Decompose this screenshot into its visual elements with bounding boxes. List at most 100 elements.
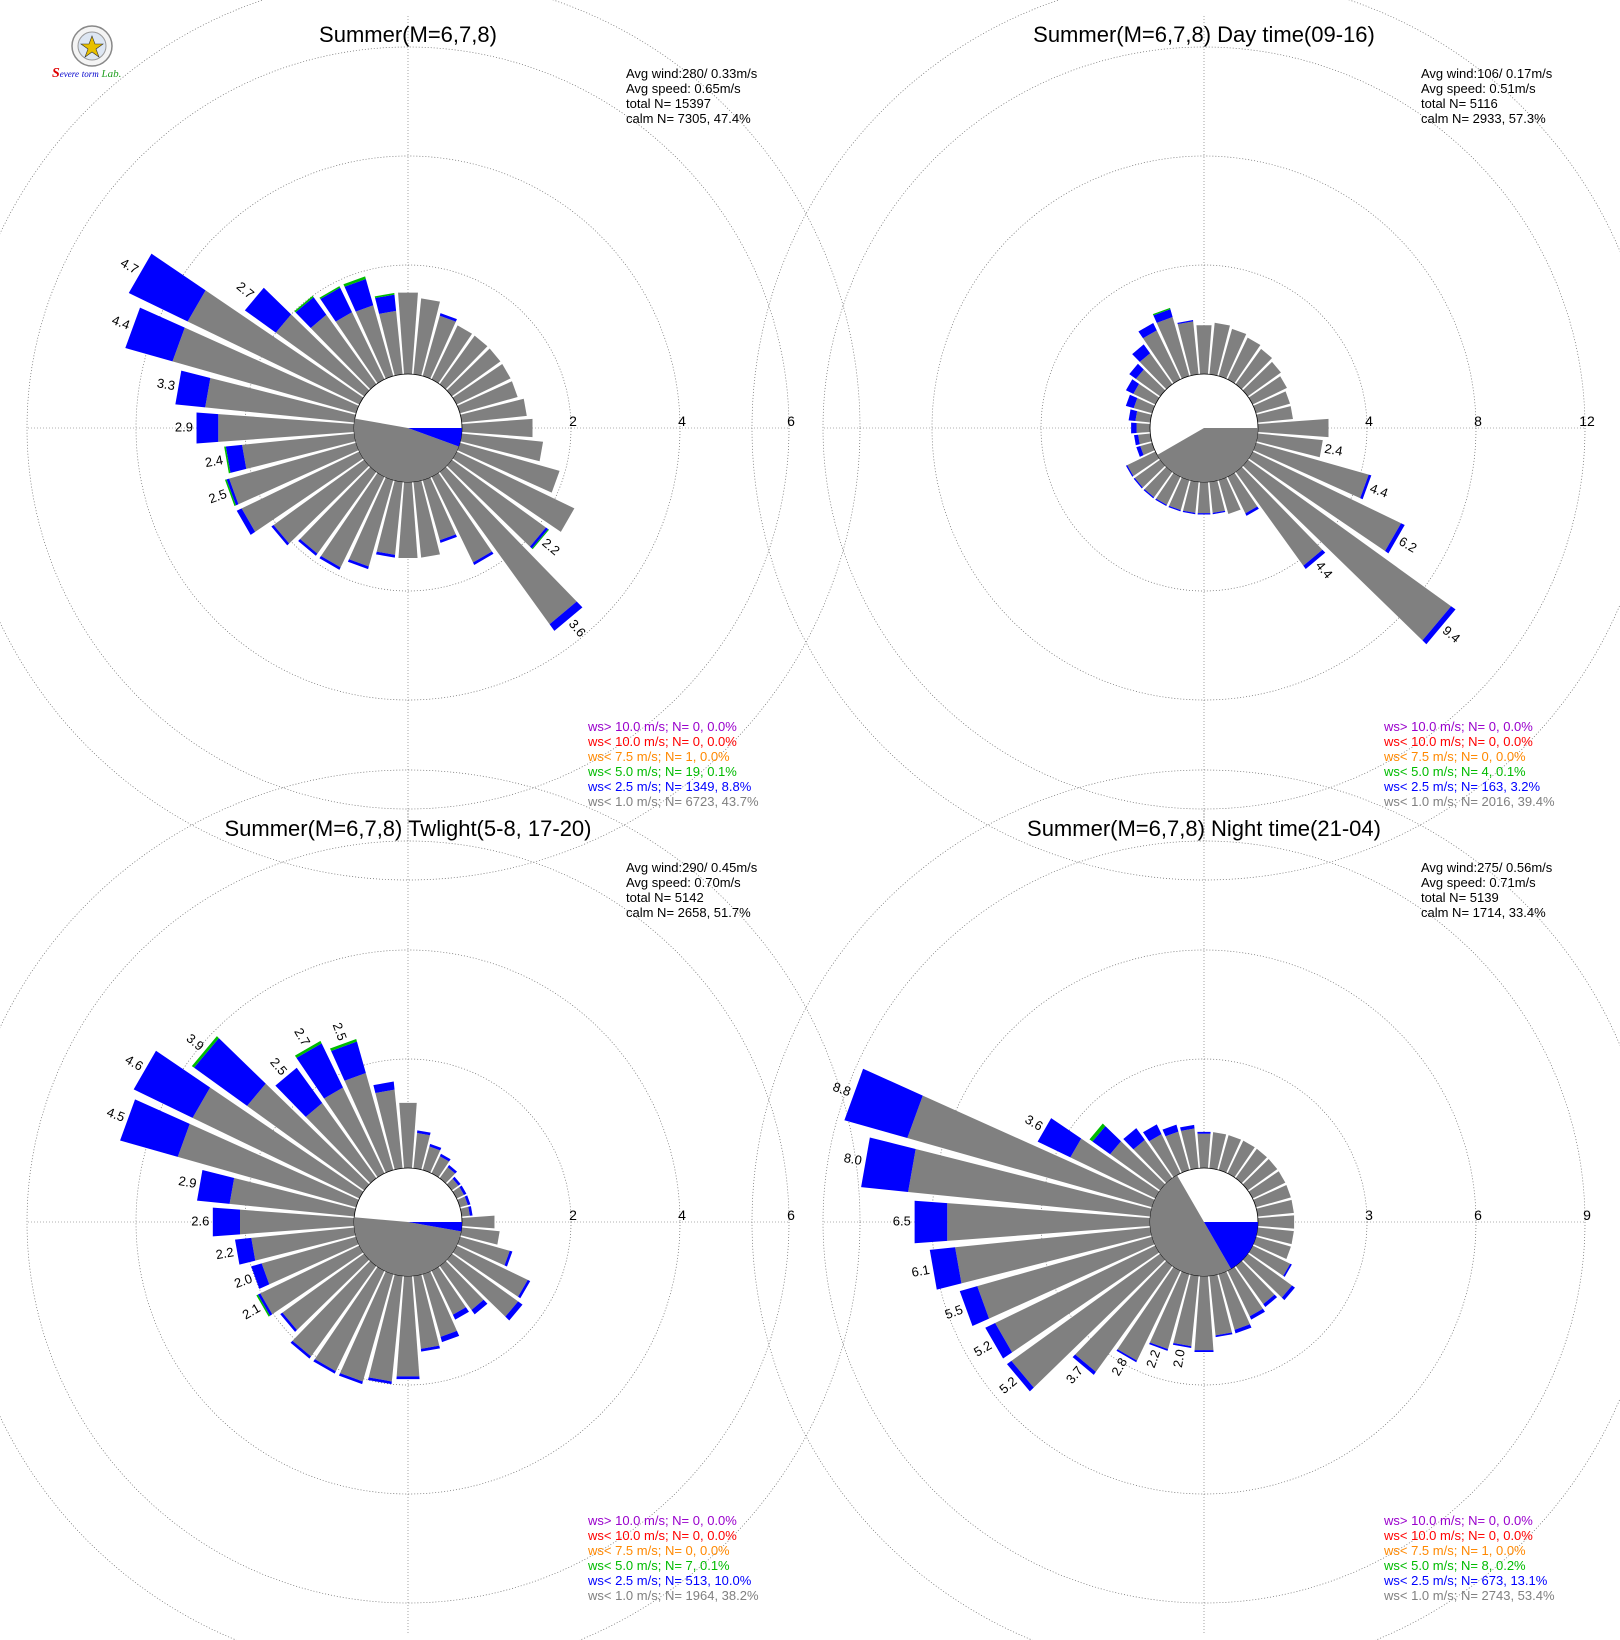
bar-segment-blue	[175, 370, 211, 408]
bar-segment-calm	[1257, 1215, 1295, 1229]
bar-segment-calm	[1256, 1227, 1294, 1245]
bar-segment-green	[343, 276, 366, 287]
bar-value-label: 2.5	[207, 486, 229, 506]
bar-segment-blue	[447, 1164, 458, 1174]
bar-segment-calm	[1209, 1132, 1227, 1170]
bar-segment-green	[1089, 1123, 1106, 1142]
bar-value-label: 2.4	[1323, 441, 1343, 459]
bar-value-label: 3.6	[566, 616, 589, 639]
bar-segment-calm	[1173, 1274, 1199, 1347]
bar-segment-calm	[229, 1178, 356, 1217]
legend-entry: ws< 5.0 m/s; N= 7, 0.1%	[587, 1558, 730, 1573]
bar-segment-blue	[225, 444, 247, 473]
bar-segment-blue	[290, 1340, 312, 1359]
bar-segment-calm	[1218, 477, 1241, 515]
bar-segment-calm	[376, 480, 403, 555]
bar-segment-calm	[1194, 1275, 1214, 1351]
bar-segment-calm	[1227, 1266, 1263, 1317]
bar-segment-calm	[355, 305, 394, 379]
bar-value-label: 2.7	[291, 1025, 313, 1048]
bar-segment-calm	[320, 472, 385, 568]
bar-value-label: 5.2	[996, 1373, 1019, 1396]
bar-segment-blue	[236, 508, 256, 535]
bar-segment-blue	[196, 412, 219, 444]
grid-ring	[244, 1058, 572, 1386]
bar-segment-calm	[422, 477, 456, 541]
logo-text-severe: evere	[59, 69, 79, 79]
bar-segment-blue	[1125, 465, 1134, 477]
bar-segment-blue	[1162, 1124, 1179, 1137]
bar-segment-blue	[226, 478, 239, 506]
bar-segment-calm	[398, 481, 418, 558]
bar-segment-blue	[420, 1345, 440, 1352]
bar-segment-calm	[1177, 321, 1199, 376]
bar-segment-calm	[1149, 1134, 1181, 1178]
calm-wedge-blue	[1204, 1222, 1258, 1269]
legend-entry: ws< 2.5 m/s; N= 673, 13.1%	[1383, 1573, 1548, 1588]
grid-ring	[822, 840, 1586, 1604]
bar-segment-calm	[349, 477, 394, 567]
bar-value-label: 2.0	[1170, 1348, 1188, 1368]
bar-segment-blue	[251, 1263, 270, 1289]
grid-ring	[26, 840, 790, 1604]
bar-segment-calm	[413, 480, 440, 558]
panel-title: Summer(M=6,7,8) Night time(21-04)	[1027, 816, 1381, 841]
bar-segment-blue	[368, 1377, 392, 1385]
windrose-panel-3: 2 4 62.12.02.22.62.94.54.63.92.52.7 2.5Summ…	[0, 769, 861, 1640]
bar-segment-blue	[505, 1301, 523, 1321]
bar-segment-calm	[241, 451, 364, 532]
bar-segment-blue	[1037, 1118, 1082, 1158]
bar-segment-blue	[298, 538, 318, 556]
bar-segment-blue	[344, 279, 374, 312]
bar-segment-blue	[985, 1322, 1013, 1359]
bar-segment-calm	[431, 1266, 466, 1315]
bar-segment-blue	[295, 297, 327, 328]
bar-segment-calm	[446, 1253, 519, 1317]
bar-value-label: 8.0	[843, 1150, 863, 1168]
bar-segment-calm	[1218, 1271, 1250, 1330]
bar-segment-calm	[422, 1146, 441, 1173]
bar-segment-calm	[1165, 1131, 1190, 1173]
bar-segment-blue	[296, 1043, 343, 1099]
bar-value-label: 2.9	[175, 419, 193, 434]
bar-segment-calm	[457, 381, 518, 414]
bar-value-label: 3.3	[156, 375, 176, 393]
ring-label: 6	[787, 413, 795, 429]
bar-segment-blue	[1168, 505, 1181, 512]
stats-total: total N= 15397	[626, 96, 711, 111]
bar-segment-blue	[452, 1307, 469, 1320]
ring-label: 2	[569, 413, 577, 429]
bar-segment-calm	[457, 442, 560, 493]
bar-segment-calm	[977, 1236, 1155, 1319]
bar-segment-calm	[439, 335, 488, 390]
legend-entry: ws< 5.0 m/s; N= 19, 0.1%	[587, 764, 737, 779]
grid-ring	[135, 949, 681, 1495]
bar-value-label: 8.8	[831, 1079, 853, 1099]
bar-segment-blue	[464, 1195, 471, 1206]
stats-calm: calm N= 1714, 33.4%	[1421, 905, 1546, 920]
bar-segment-calm	[431, 325, 473, 384]
bar-segment-calm	[1248, 376, 1287, 405]
stats-avg-speed: Avg speed: 0.51m/s	[1421, 81, 1536, 96]
bar-segment-blue	[1249, 1308, 1265, 1320]
bar-segment-blue	[1143, 489, 1155, 499]
grid-ring	[751, 0, 1620, 881]
ring-label: 8	[1474, 413, 1482, 429]
bar-value-label: 3.9	[184, 1031, 207, 1054]
calm-wedge	[1150, 1175, 1231, 1276]
bar-segment-calm	[1227, 337, 1261, 384]
bar-segment-calm	[242, 433, 356, 469]
bar-segment-blue	[459, 1185, 467, 1195]
bar-segment-blue	[1072, 1354, 1096, 1375]
bar-segment-calm	[1235, 1260, 1275, 1305]
bar-value-label: 2.2	[539, 535, 562, 558]
bar-value-label: 2.2	[215, 1244, 235, 1262]
bar-segment-blue	[471, 1299, 488, 1315]
bar-segment-blue	[338, 1373, 363, 1385]
legend-entry: ws> 10.0 m/s; N= 0, 0.0%	[1383, 1513, 1533, 1528]
bar-value-label: 2.0	[232, 1271, 254, 1291]
bar-segment-blue	[439, 313, 457, 322]
logo-letter: S	[52, 66, 60, 81]
bar-segment-calm	[446, 348, 501, 397]
bar-segment-calm	[1110, 1141, 1166, 1191]
